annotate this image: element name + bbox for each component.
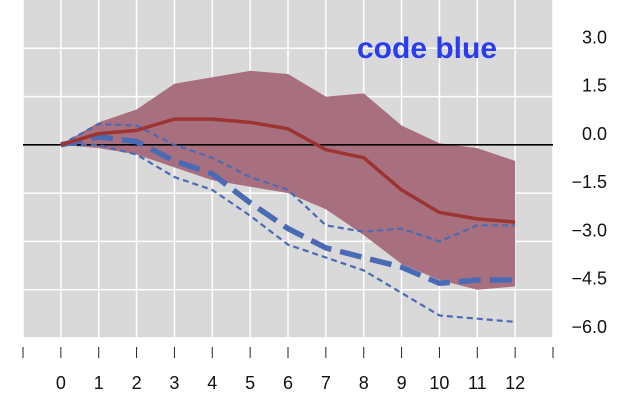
- x-axis: 0 1 2 3 4 5 6 7 8 9 10 11 12: [22, 347, 554, 393]
- y-tick-label: −1.5: [571, 172, 607, 192]
- series-line-2: [60, 134, 516, 287]
- y-tick-label: −6.0: [571, 317, 607, 337]
- x-tick-label: 4: [207, 373, 217, 393]
- y-axis: 3.0 1.5 0.0 −1.5 −3.0 −4.5 −6.0: [571, 27, 607, 337]
- x-tick-label: 8: [359, 373, 369, 393]
- series-line-1: [60, 117, 516, 224]
- x-tick-label: 6: [283, 373, 293, 393]
- y-tick-label: 1.5: [582, 76, 607, 96]
- x-tick-label: 9: [397, 373, 407, 393]
- x-tick-label: 12: [505, 373, 525, 393]
- series-layer: [60, 117, 516, 323]
- x-tick-label: 7: [321, 373, 331, 393]
- y-tick-label: 0.0: [582, 124, 607, 144]
- x-tick-label: 1: [94, 373, 104, 393]
- y-tick-label: −3.0: [571, 220, 607, 240]
- x-tick-label: 2: [132, 373, 142, 393]
- y-tick-label: 3.0: [582, 27, 607, 47]
- x-tick-label: 10: [429, 373, 449, 393]
- y-tick-label: −4.5: [571, 269, 607, 289]
- x-tick-label: 3: [169, 373, 179, 393]
- x-tick-label: 11: [468, 373, 487, 393]
- x-tick-label: 0: [56, 373, 66, 393]
- series-line-3: [60, 122, 516, 243]
- x-tick-label: 5: [245, 373, 255, 393]
- series-line-4: [60, 143, 516, 323]
- annotation-code-blue: code blue: [357, 32, 497, 65]
- uncertainty-band: [60, 70, 516, 290]
